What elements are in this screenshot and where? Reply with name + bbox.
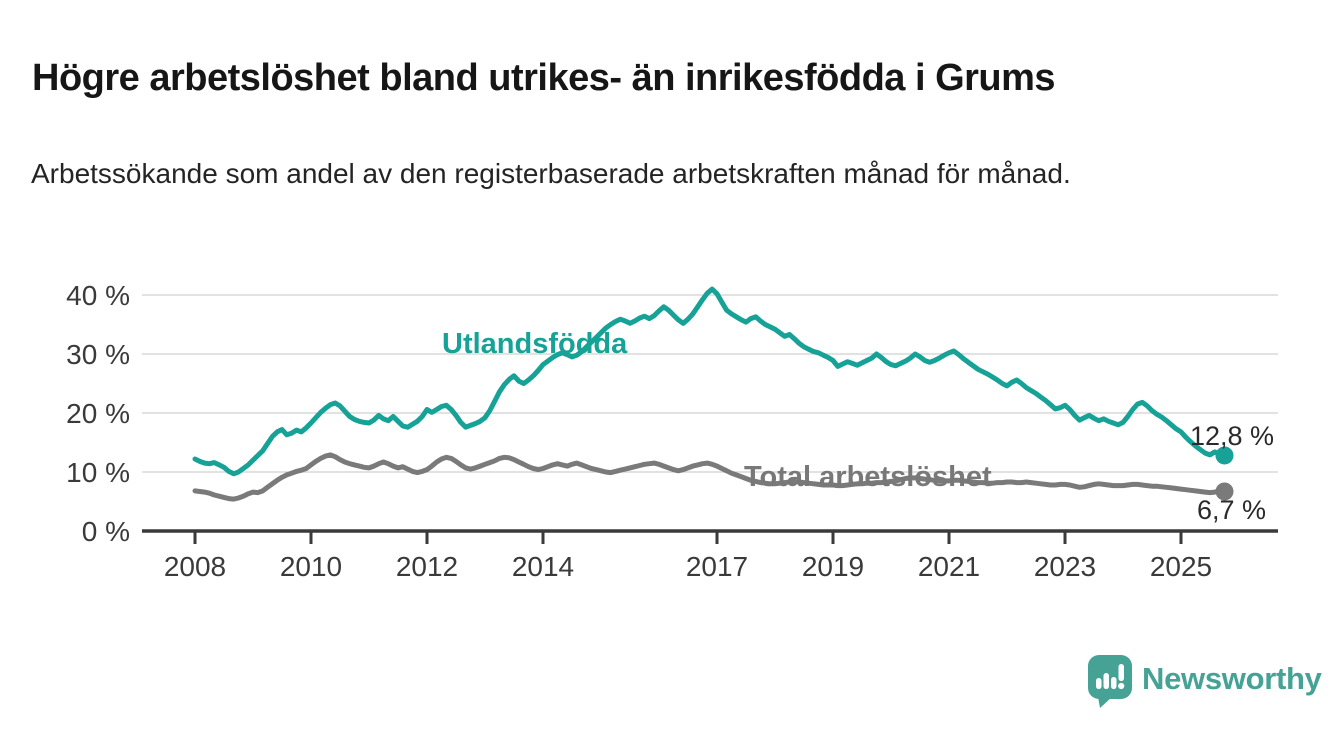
series-label-utlandsfodda: Utlandsfödda bbox=[442, 328, 628, 360]
series-end-dot-0 bbox=[1215, 446, 1234, 465]
x-tick-label: 2008 bbox=[164, 551, 226, 582]
x-tick-label: 2025 bbox=[1150, 551, 1212, 582]
chart-title: Högre arbetslöshet bland utrikes- än inr… bbox=[32, 57, 1056, 100]
y-tick-label: 30 % bbox=[66, 339, 130, 370]
series-line-1 bbox=[192, 452, 1227, 502]
x-tick-label: 2010 bbox=[280, 551, 342, 582]
brand-footer: Newsworthy bbox=[1087, 655, 1322, 708]
x-tick-label: 2017 bbox=[686, 551, 748, 582]
series-label-total-arbetsloshet: Total arbetslöshet bbox=[744, 461, 992, 493]
newsworthy-logo-icon bbox=[1088, 655, 1132, 708]
x-tick-label: 2012 bbox=[396, 551, 458, 582]
end-value-total-arbetsloshet: 6,7 % bbox=[1197, 495, 1267, 525]
y-tick-label: 40 % bbox=[66, 280, 130, 311]
end-value-utlandsfodda: 12,8 % bbox=[1190, 421, 1275, 451]
chart-subtitle: Arbetssökande som andel av den registerb… bbox=[31, 158, 1071, 189]
y-tick-label: 0 % bbox=[82, 516, 130, 547]
x-tick-label: 2023 bbox=[1034, 551, 1096, 582]
x-tick-label: 2021 bbox=[918, 551, 980, 582]
brand-name: Newsworthy bbox=[1142, 661, 1322, 696]
y-tick-label: 20 % bbox=[66, 398, 130, 429]
x-tick-label: 2019 bbox=[802, 551, 864, 582]
series-end-dot-1 bbox=[1215, 482, 1234, 501]
x-tick-label: 2014 bbox=[512, 551, 574, 582]
y-tick-label: 10 % bbox=[66, 457, 130, 488]
series-line-0 bbox=[192, 286, 1227, 477]
